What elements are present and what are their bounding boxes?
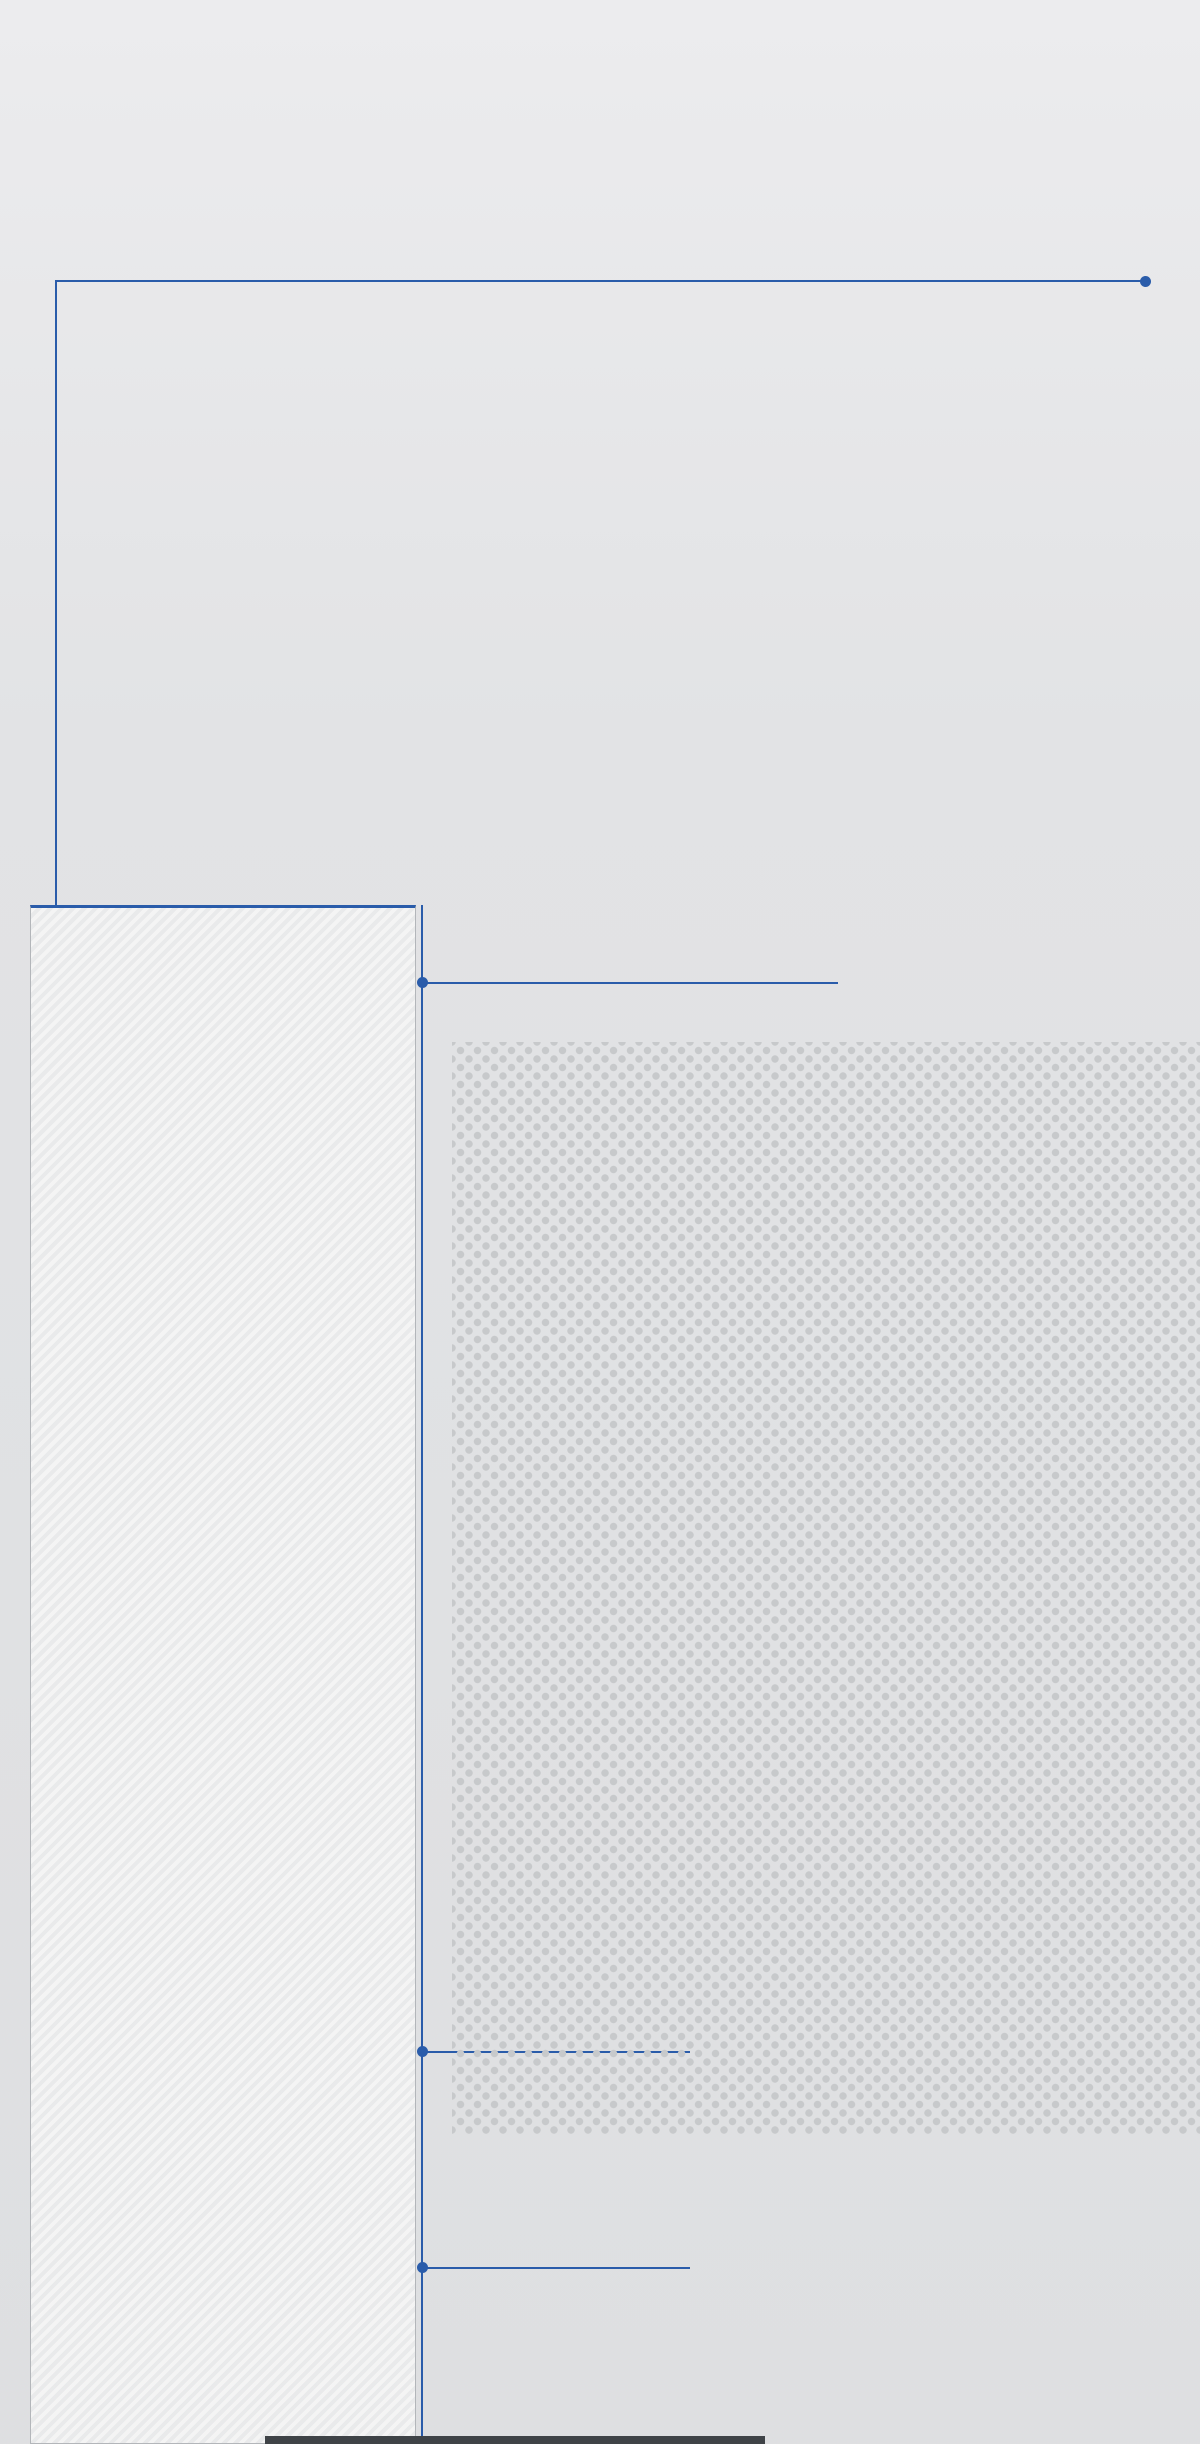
divider-dot [1140, 276, 1151, 287]
world-application-table [528, 1828, 830, 1838]
us-application-table [925, 1828, 1200, 1838]
footer-bar [265, 2436, 765, 2444]
section-divider-top [55, 280, 1145, 282]
uses-panel [30, 905, 416, 2444]
intro-underline [422, 982, 838, 984]
sidebar-divider-line [421, 905, 423, 2444]
ree-applications-radial-chart [440, 1040, 1200, 1850]
references-rule [422, 2267, 690, 2269]
section-divider-left [55, 280, 57, 905]
chart-dotted-background [452, 1042, 1200, 2134]
